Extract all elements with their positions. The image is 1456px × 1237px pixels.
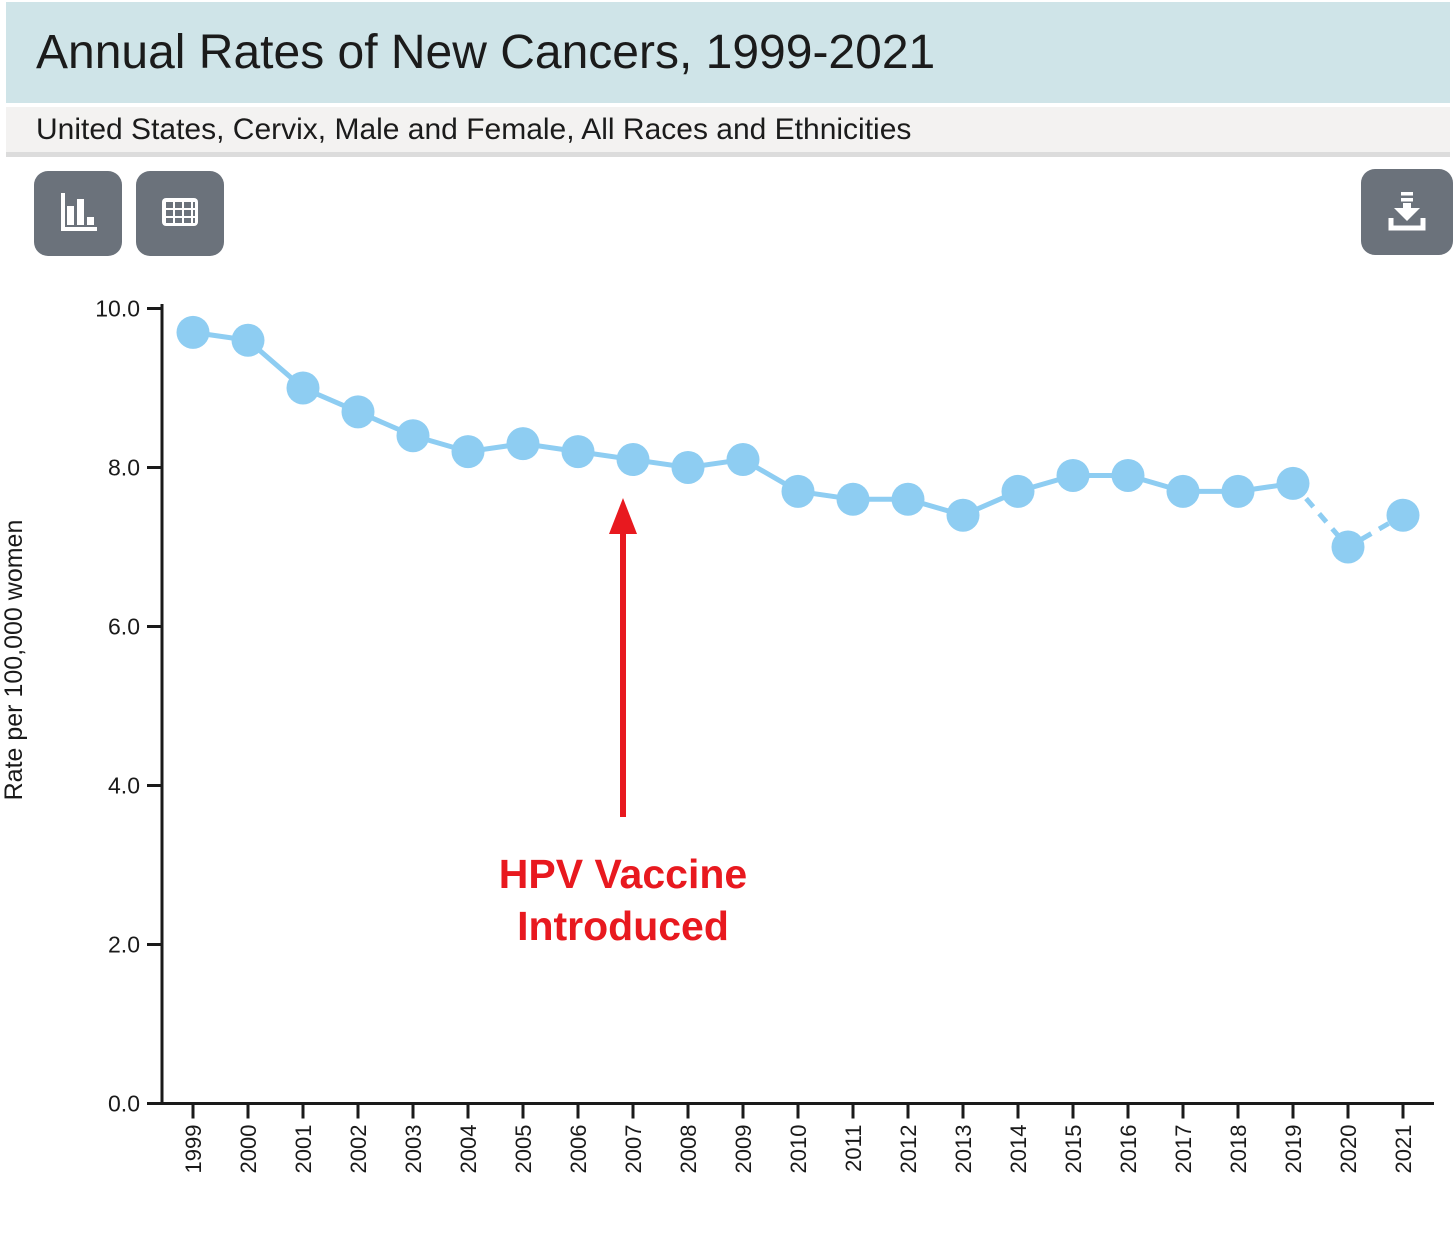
data-point-2012 [891, 482, 925, 516]
page-subtitle: United States, Cervix, Male and Female, … [36, 112, 912, 146]
download-icon [1380, 184, 1434, 241]
annotation-text-line2: Introduced [517, 903, 729, 949]
data-point-2002 [341, 395, 375, 429]
data-point-2013 [946, 498, 980, 532]
x-tick-label: 2014 [1006, 1125, 1031, 1174]
data-point-2008 [671, 451, 705, 484]
x-tick-label: 2020 [1336, 1125, 1361, 1174]
data-point-2001 [286, 371, 320, 405]
data-point-2020 [1331, 530, 1365, 564]
x-tick-label: 2005 [511, 1125, 536, 1174]
download-button[interactable] [1361, 169, 1453, 255]
x-tick-label: 2018 [1226, 1125, 1251, 1174]
x-tick-label: 2007 [621, 1125, 646, 1174]
data-point-2018 [1221, 474, 1255, 508]
x-tick-label: 2015 [1061, 1125, 1086, 1174]
x-tick-label: 2021 [1391, 1125, 1416, 1174]
x-tick-label: 1999 [181, 1125, 206, 1174]
x-tick-label: 2002 [346, 1125, 371, 1174]
x-tick-label: 2011 [841, 1125, 866, 1172]
bar-chart-icon [52, 186, 104, 241]
data-point-2019 [1276, 466, 1310, 500]
x-tick-label: 2017 [1171, 1125, 1196, 1174]
x-tick-label: 2006 [566, 1125, 591, 1174]
x-tick-label: 2019 [1281, 1125, 1306, 1174]
x-tick-label: 2012 [896, 1125, 921, 1174]
data-point-2017 [1166, 474, 1200, 508]
data-point-2009 [726, 443, 760, 477]
x-tick-label: 2003 [401, 1125, 426, 1174]
data-point-2004 [451, 435, 485, 469]
data-point-2011 [836, 482, 870, 516]
data-point-2006 [561, 435, 595, 469]
y-tick-label: 8.0 [108, 455, 140, 481]
y-tick-label: 4.0 [108, 773, 140, 799]
x-tick-label: 2008 [676, 1125, 701, 1174]
x-tick-label: 2009 [731, 1125, 756, 1174]
data-point-2000 [231, 323, 265, 357]
x-tick-label: 2016 [1116, 1125, 1141, 1174]
data-point-2014 [1001, 474, 1035, 508]
table-view-button[interactable] [136, 171, 224, 256]
page-title: Annual Rates of New Cancers, 1999-2021 [36, 26, 936, 79]
y-tick-label: 10.0 [95, 296, 140, 322]
x-tick-label: 2010 [786, 1125, 811, 1174]
x-tick-label: 2001 [291, 1125, 316, 1174]
data-point-2010 [781, 474, 815, 508]
y-tick-label: 0.0 [108, 1091, 140, 1117]
data-point-2015 [1056, 458, 1090, 492]
data-point-2005 [506, 427, 540, 461]
data-point-1999 [176, 315, 210, 349]
data-point-2007 [616, 443, 650, 477]
annotation-text-line1: HPV Vaccine [499, 851, 747, 897]
chart-view-button[interactable] [34, 171, 122, 256]
title-band: Annual Rates of New Cancers, 1999-2021 [6, 2, 1450, 103]
data-point-2021 [1386, 498, 1420, 532]
y-tick-label: 6.0 [108, 614, 140, 640]
y-axis-title: Rate per 100,000 women [0, 520, 28, 801]
data-point-2016 [1111, 458, 1145, 492]
table-icon [154, 186, 206, 241]
y-tick-label: 2.0 [108, 932, 140, 958]
annotation-arrow-head [609, 498, 637, 534]
x-tick-label: 2000 [236, 1125, 261, 1174]
subtitle-band: United States, Cervix, Male and Female, … [6, 107, 1450, 157]
x-tick-label: 2013 [951, 1125, 976, 1174]
x-tick-label: 2004 [456, 1125, 481, 1174]
data-point-2003 [396, 419, 430, 453]
